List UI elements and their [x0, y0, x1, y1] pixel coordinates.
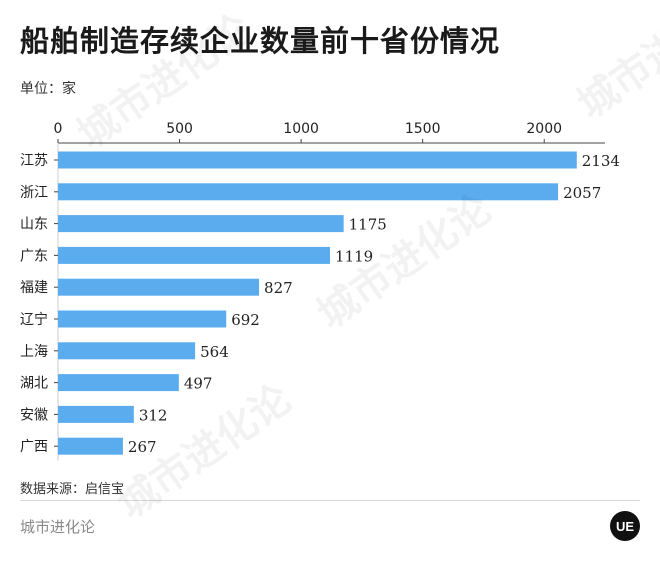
- category-label: 福建: [20, 280, 48, 296]
- category-label: 湖北: [20, 376, 48, 392]
- category-label: 山东: [20, 217, 48, 233]
- footer-divider: [20, 500, 640, 501]
- bar: [58, 246, 331, 264]
- data-label: 497: [184, 375, 213, 393]
- category-label: 辽宁: [20, 311, 48, 328]
- data-label: 1119: [335, 247, 373, 265]
- brand-logo: UE: [610, 511, 640, 541]
- bar-chart: 0 500 1000 1500 2000 江苏 2134 浙江 2057 山东 1175 广东 1119…: [20, 121, 620, 461]
- category-label: 江苏: [20, 153, 48, 169]
- category-label: 浙江: [20, 185, 48, 201]
- svg-text:UE: UE: [616, 519, 634, 534]
- x-tick-label: 1500: [405, 121, 441, 137]
- bar: [58, 151, 577, 169]
- bar: [58, 342, 196, 360]
- category-label: 安徽: [20, 407, 48, 423]
- data-label: 2057: [563, 184, 601, 202]
- category-label: 上海: [20, 344, 48, 360]
- bar: [58, 310, 227, 328]
- bar: [58, 437, 123, 455]
- category-label: 广西: [20, 439, 48, 455]
- bar: [58, 405, 134, 423]
- data-label: 2134: [582, 152, 620, 170]
- data-label: 312: [139, 406, 168, 424]
- x-tick-label: 1000: [283, 121, 319, 137]
- data-label: 1175: [349, 216, 387, 234]
- data-label: 564: [200, 343, 229, 361]
- bar: [58, 183, 559, 201]
- x-tick-label: 2000: [526, 121, 562, 137]
- chart-title: 船舶制造存续企业数量前十省份情况: [20, 24, 501, 58]
- data-label: 267: [128, 438, 157, 456]
- x-tick-label: 500: [166, 121, 193, 137]
- bar: [58, 278, 260, 296]
- source-label: 数据来源：启信宝: [20, 482, 125, 497]
- x-tick-label: 0: [54, 121, 63, 137]
- brand-name: 城市进化论: [20, 518, 96, 536]
- bar: [58, 215, 344, 233]
- unit-label: 单位：家: [20, 81, 76, 97]
- data-label: 827: [264, 279, 293, 297]
- bar: [58, 374, 179, 392]
- data-label: 692: [231, 311, 260, 329]
- category-label: 广东: [20, 248, 48, 264]
